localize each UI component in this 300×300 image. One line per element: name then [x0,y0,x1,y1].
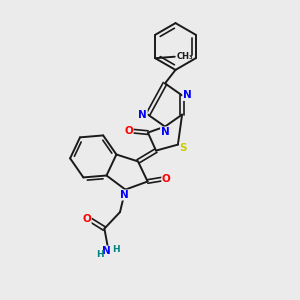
Text: N: N [160,127,169,137]
Text: CH₃: CH₃ [176,52,193,61]
Text: N: N [120,190,129,200]
Text: N: N [102,246,111,256]
Text: S: S [179,142,187,153]
Text: O: O [124,125,133,136]
Text: N: N [138,110,147,120]
Text: O: O [82,214,91,224]
Text: O: O [162,173,171,184]
Text: N: N [183,90,192,100]
Text: H: H [112,245,120,254]
Text: H: H [96,250,104,259]
